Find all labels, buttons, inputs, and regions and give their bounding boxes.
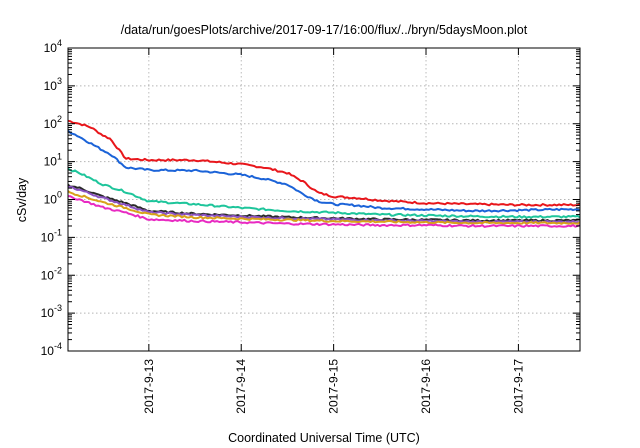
- y-tick-label: 100: [44, 190, 62, 207]
- series-line-1: [67, 119, 581, 207]
- y-tick-label: 101: [44, 152, 62, 169]
- x-axis-label: Coordinated Universal Time (UTC): [228, 431, 420, 445]
- y-tick-label: 102: [44, 114, 62, 131]
- axis-ticks: 10-4 10-3 10-2 10-1 100 101 102 103 104 2017-9-13…: [41, 38, 580, 414]
- series-line-6: [67, 190, 581, 225]
- y-tick-label: 10-3: [41, 303, 62, 320]
- series-layer: [67, 119, 581, 228]
- x-tick-label: 2017-9-17: [511, 359, 525, 414]
- y-tick-label: 10-1: [41, 227, 62, 244]
- series-line-5: [67, 185, 581, 224]
- grid: [68, 48, 580, 351]
- y-tick-label: 10-2: [41, 265, 62, 282]
- x-tick-label: 2017-9-16: [419, 359, 433, 414]
- x-tick-label: 2017-9-14: [234, 359, 248, 414]
- x-tick-label: 2017-9-13: [142, 359, 156, 414]
- series-line-2: [67, 129, 581, 213]
- series-line-3: [67, 167, 581, 219]
- chart-title: /data/run/goesPlots/archive/2017-09-17/1…: [121, 23, 528, 37]
- y-tick-label: 10-4: [41, 341, 62, 358]
- series-line-7: [67, 195, 581, 228]
- y-axis-label: cSv/day: [15, 177, 29, 222]
- y-tick-label: 104: [44, 38, 62, 55]
- x-tick-label: 2017-9-15: [327, 359, 341, 414]
- y-tick-label: 103: [44, 76, 62, 93]
